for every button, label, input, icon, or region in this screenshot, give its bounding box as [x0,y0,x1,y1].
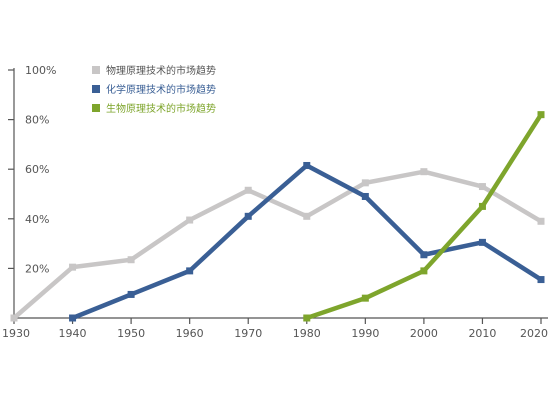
axes: 20% 40% 60% 80% 100% 1930 1940 1950 1960 1970 1980… [2,64,548,340]
x-tick-label: 2010 [468,327,496,340]
series-line [11,169,544,321]
series-2 [69,161,545,322]
data-point [420,168,428,176]
data-point [420,251,428,259]
y-tick-label: 60% [25,163,49,176]
x-tick-label: 1950 [117,327,145,340]
legend-label: 物理原理技术的市场趋势 [106,64,216,77]
data-point [478,183,486,191]
legend-swatch [92,85,100,93]
data-point [361,179,369,187]
data-point [186,267,194,275]
data-point [69,314,77,322]
legend-item: 化学原理技术的市场趋势 [92,83,216,96]
series-line [70,163,544,321]
x-tick-label: 1930 [2,327,30,340]
legend-label: 生物原理技术的市场趋势 [106,102,216,115]
data-point [303,161,311,169]
data-point [420,267,428,275]
data-point [303,314,311,322]
x-tick-label: 1960 [176,327,204,340]
x-tick-label: 1970 [234,327,262,340]
legend-item: 物理原理技术的市场趋势 [92,64,216,77]
series-layer [10,111,545,322]
data-point [361,192,369,200]
data-point [127,256,135,264]
x-tick-label: 2000 [410,327,438,340]
data-point [478,202,486,210]
series-1 [10,168,545,322]
data-point [537,217,545,225]
x-tick-label: 1990 [351,327,379,340]
data-point [537,276,545,284]
data-point [69,263,77,271]
x-tick-label: 2020 [520,327,548,340]
series-3 [303,111,545,322]
legend-label: 化学原理技术的市场趋势 [106,83,216,96]
data-point [244,212,252,220]
data-point [186,216,194,224]
data-point [478,238,486,246]
data-point [10,314,18,322]
y-tick-label: 100% [25,64,56,77]
legend-item: 生物原理技术的市场趋势 [92,102,216,115]
y-tick-label: 80% [25,114,49,127]
y-tick-label: 40% [25,213,49,226]
data-point [127,290,135,298]
data-point [244,186,252,194]
legend-swatch [92,104,100,112]
x-tick-label: 1980 [293,327,321,340]
legend-swatch [92,66,100,74]
y-tick-label: 20% [25,262,49,275]
x-tick-label: 1940 [59,327,87,340]
data-point [303,212,311,220]
series-line [304,112,544,321]
data-point [537,111,545,119]
data-point [361,294,369,302]
